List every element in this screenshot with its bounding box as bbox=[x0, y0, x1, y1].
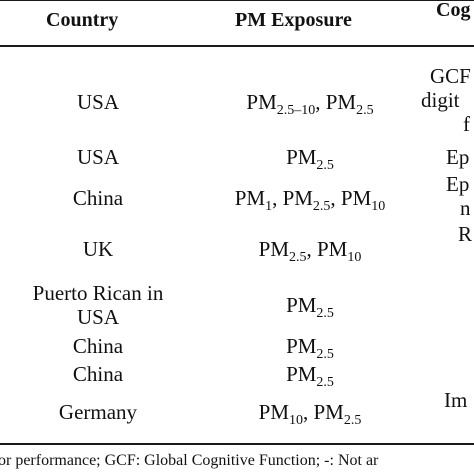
header-rule bbox=[0, 45, 474, 47]
row-1-country: USA bbox=[0, 90, 208, 114]
row-1-cog-line-2: digit bbox=[421, 88, 460, 112]
table-footnote: or performance; GCF: Global Cognitive Fu… bbox=[0, 452, 379, 469]
row-2-country: USA bbox=[76, 145, 119, 169]
row-7-pm: PM2.5 bbox=[286, 362, 334, 390]
row-3-cog-line-1: Ep bbox=[446, 172, 470, 196]
row-1-pm: PM2.5–10, PM2.5 bbox=[246, 90, 374, 118]
row-2-pm: PM2.5 bbox=[286, 145, 334, 173]
row-5-country-line-1: Puerto Rican in bbox=[32, 281, 164, 305]
header-cognitive: Cog bbox=[436, 0, 471, 21]
row-2-cog: Ep bbox=[446, 145, 470, 169]
row-3-country: China bbox=[72, 186, 124, 210]
row-1-country-line-1: USA bbox=[76, 90, 119, 114]
table-bottom-rule bbox=[0, 443, 474, 445]
row-8-country: Germany bbox=[58, 400, 138, 424]
row-4-cog: R bbox=[458, 222, 473, 246]
row-1-cog-line-1: GCF bbox=[430, 64, 471, 88]
row-3-cog-line-2: n bbox=[460, 196, 471, 220]
row-3-pm: PM1, PM2.5, PM10 bbox=[234, 186, 386, 214]
row-5-country-line-2: USA bbox=[76, 305, 119, 329]
row-8-pm: PM10, PM2.5 bbox=[258, 400, 362, 428]
row-4-pm: PM2.5, PM10 bbox=[258, 237, 362, 265]
row-7-country: China bbox=[72, 362, 124, 386]
header-pm-exposure: PM Exposure bbox=[235, 9, 352, 31]
row-6-country: China bbox=[72, 334, 124, 358]
row-4-country: UK bbox=[82, 237, 114, 261]
table-top-rule bbox=[0, 0, 474, 1]
row-8-cog: Im bbox=[444, 388, 468, 412]
row-1-cog-line-3: f bbox=[463, 112, 470, 136]
row-6-pm: PM2.5 bbox=[286, 334, 334, 362]
row-5-pm: PM2.5 bbox=[286, 293, 334, 321]
header-country: Country bbox=[46, 9, 119, 31]
